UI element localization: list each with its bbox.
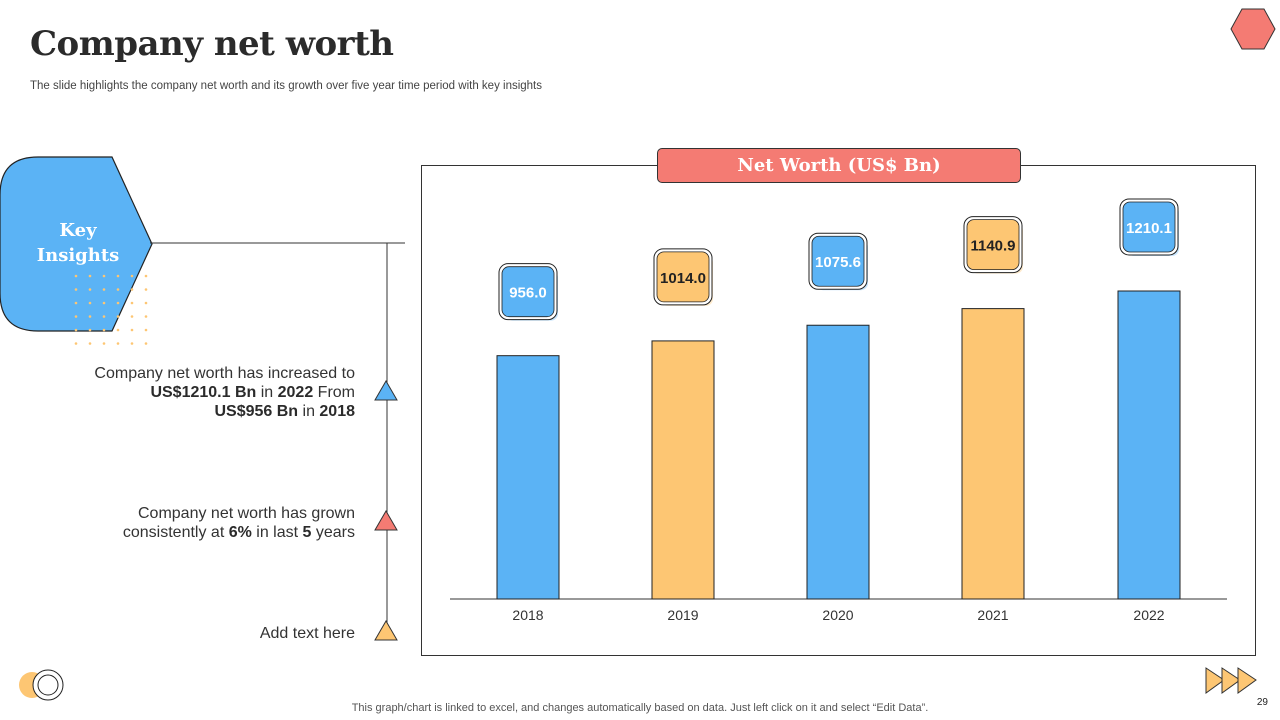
- data-label-box: [656, 251, 710, 303]
- dot: [116, 328, 120, 332]
- x-tick-label-2018: 2018: [512, 607, 543, 623]
- dot: [144, 328, 148, 332]
- dot: [88, 288, 92, 291]
- data-label-2020: 1075.6: [815, 254, 861, 271]
- dot: [116, 315, 120, 318]
- dot: [130, 301, 134, 305]
- dot: [88, 274, 92, 278]
- key-insights-label: Key Insights: [30, 218, 126, 268]
- dot: [144, 342, 148, 345]
- dot: [116, 288, 120, 291]
- dot: [144, 274, 148, 278]
- dot: [144, 315, 148, 318]
- x-tick-label-2021: 2021: [977, 607, 1008, 623]
- dot: [74, 315, 78, 318]
- data-label-2021: 1140.9: [970, 238, 1015, 255]
- hexagon-icon: [1230, 8, 1276, 50]
- insight-timeline: [150, 242, 405, 632]
- dot: [130, 315, 134, 318]
- data-label-2019: 1014.0: [660, 270, 706, 287]
- dot: [130, 288, 134, 291]
- dot: [102, 274, 106, 278]
- key-insights-line2: Insights: [36, 245, 120, 266]
- dot: [144, 301, 148, 305]
- dot: [130, 274, 134, 278]
- page-subtitle: The slide highlights the company net wor…: [30, 80, 543, 92]
- chart-title: Net Worth (US$ Bn): [657, 148, 1021, 183]
- dot: [74, 301, 78, 305]
- insight-2: Company net worth has grown consistently…: [123, 504, 355, 542]
- key-insights-badge: [0, 156, 153, 332]
- data-label-box: [966, 219, 1020, 271]
- dot: [130, 342, 134, 345]
- dot: [102, 328, 106, 332]
- x-tick-label-2020: 2020: [822, 607, 853, 623]
- triangle-marker-icon: [374, 380, 398, 401]
- x-tick-label-2022: 2022: [1133, 607, 1164, 623]
- data-label-box: [811, 235, 865, 287]
- dot: [74, 288, 78, 291]
- key-insights-line1: Key: [59, 220, 97, 241]
- insight-3-line1: Add text here: [259, 625, 355, 642]
- dot: [102, 301, 106, 305]
- dot: [144, 288, 148, 291]
- page-title: Company net worth: [30, 24, 394, 64]
- next-arrows-icon[interactable]: [1204, 664, 1264, 698]
- dot: [74, 274, 78, 278]
- x-tick-label-2019: 2019: [667, 607, 698, 623]
- page-number: 29: [1256, 697, 1268, 708]
- triangle-marker-icon: [374, 510, 398, 531]
- data-label-box: [501, 266, 555, 318]
- net-worth-bar-chart[interactable]: 956.0 2018 1014.0 2019 1075.6 2020 1140.9 2021 1…: [421, 165, 1256, 656]
- bar-2022[interactable]: [1117, 290, 1181, 600]
- dot: [116, 342, 120, 345]
- dot: [102, 342, 106, 345]
- data-label-2022: 1210.1: [1126, 220, 1172, 237]
- bar-2020[interactable]: [806, 324, 870, 600]
- dot: [74, 328, 78, 332]
- insight-1-line3: US$956 Bn in 2018: [214, 403, 355, 420]
- insight-1-line1: Company net worth has increased to: [94, 365, 355, 382]
- bar-2018[interactable]: [496, 355, 560, 600]
- data-label-2018: 956.0: [509, 285, 547, 302]
- insight-2-line2: consistently at 6% in last 5 years: [122, 524, 355, 541]
- dot: [74, 342, 78, 345]
- dot: [102, 315, 106, 318]
- dot: [130, 328, 134, 332]
- bar-2021[interactable]: [961, 308, 1025, 600]
- insight-3: Add text here: [260, 624, 355, 643]
- dot: [88, 315, 92, 318]
- triangle-marker-icon: [374, 620, 398, 641]
- dot: [116, 301, 120, 305]
- dot: [88, 342, 92, 345]
- dot: [102, 288, 106, 291]
- dot: [116, 274, 120, 278]
- insight-1-line2: US$1210.1 Bn in 2022 From: [150, 384, 355, 401]
- insight-2-line1: Company net worth has grown: [138, 505, 355, 522]
- dot-pattern: [74, 274, 148, 345]
- footnote: This graph/chart is linked to excel, and…: [351, 702, 929, 714]
- bar-2019[interactable]: [651, 340, 715, 600]
- dot: [88, 328, 92, 332]
- data-label-box: [1122, 201, 1176, 253]
- insight-1: Company net worth has increased to US$12…: [94, 364, 355, 421]
- dot: [88, 301, 92, 305]
- circle-logo-icon: [19, 669, 64, 701]
